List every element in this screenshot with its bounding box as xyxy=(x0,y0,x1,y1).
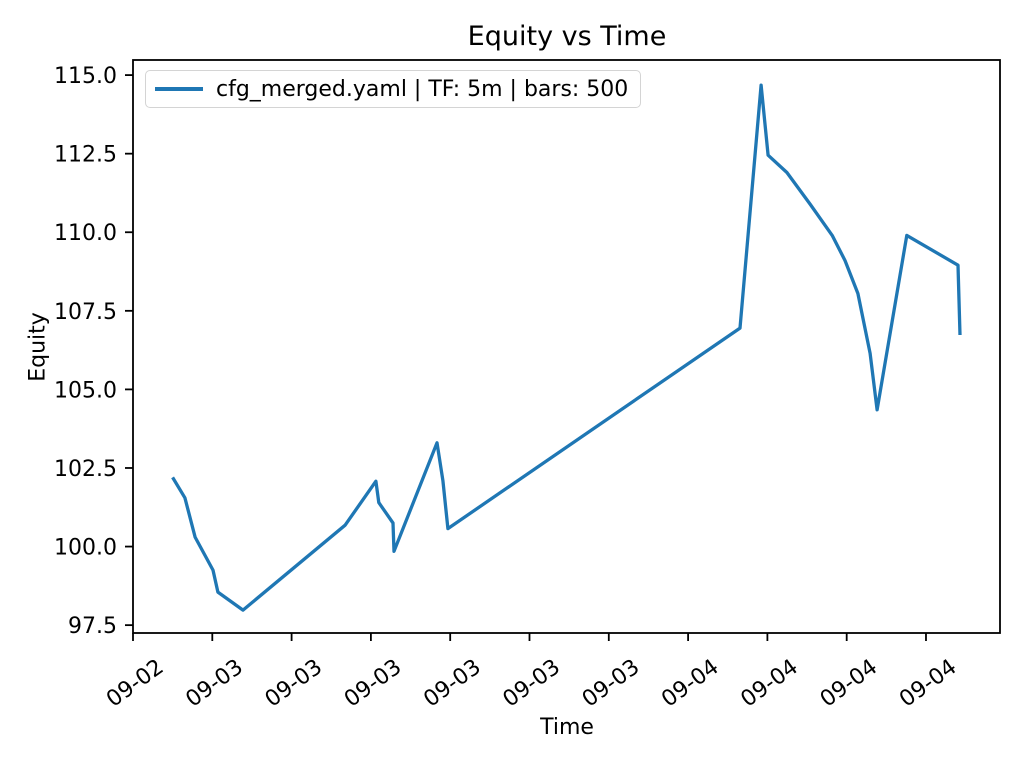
x-tick-label: 09-03 xyxy=(181,655,247,713)
y-axis-label: Equity xyxy=(25,312,51,382)
y-tick-label: 107.5 xyxy=(54,300,117,325)
legend: cfg_merged.yaml | TF: 5m | bars: 500 xyxy=(145,70,642,108)
x-tick-label: 09-03 xyxy=(578,655,644,713)
legend-line-swatch xyxy=(155,87,203,91)
y-tick-labels: 97.5 100.0 102.5 105.0 107.5 110.0 112.5 115.0 xyxy=(54,64,117,639)
y-tick-label: 102.5 xyxy=(54,457,117,482)
plot-border xyxy=(132,59,1001,634)
y-tick-label: 97.5 xyxy=(68,614,117,639)
equity-line xyxy=(171,83,962,612)
y-tick-label: 105.0 xyxy=(54,378,117,403)
x-tick-label: 09-02 xyxy=(102,655,168,713)
x-tick-label: 09-04 xyxy=(736,655,802,713)
legend-label: cfg_merged.yaml | TF: 5m | bars: 500 xyxy=(216,76,629,102)
x-tick-label: 09-04 xyxy=(657,655,723,713)
x-tick-label: 09-04 xyxy=(816,655,882,713)
y-tick-label: 110.0 xyxy=(54,221,117,246)
x-tick-labels: 09-02 09-03 09-03 09-03 09-03 09-03 09-03 09-04… xyxy=(102,655,961,713)
x-axis-ticks xyxy=(132,633,927,641)
y-tick-label: 100.0 xyxy=(54,536,117,561)
y-tick-label: 112.5 xyxy=(54,143,117,168)
chart-title: Equity vs Time xyxy=(467,21,667,52)
x-tick-label: 09-03 xyxy=(419,655,485,713)
y-axis-ticks xyxy=(125,74,133,627)
x-tick-label: 09-03 xyxy=(499,655,565,713)
x-tick-label: 09-04 xyxy=(895,655,961,713)
x-tick-label: 09-03 xyxy=(261,655,327,713)
x-tick-label: 09-03 xyxy=(340,655,406,713)
y-tick-label: 115.0 xyxy=(54,64,117,89)
x-axis-label: Time xyxy=(540,715,594,740)
